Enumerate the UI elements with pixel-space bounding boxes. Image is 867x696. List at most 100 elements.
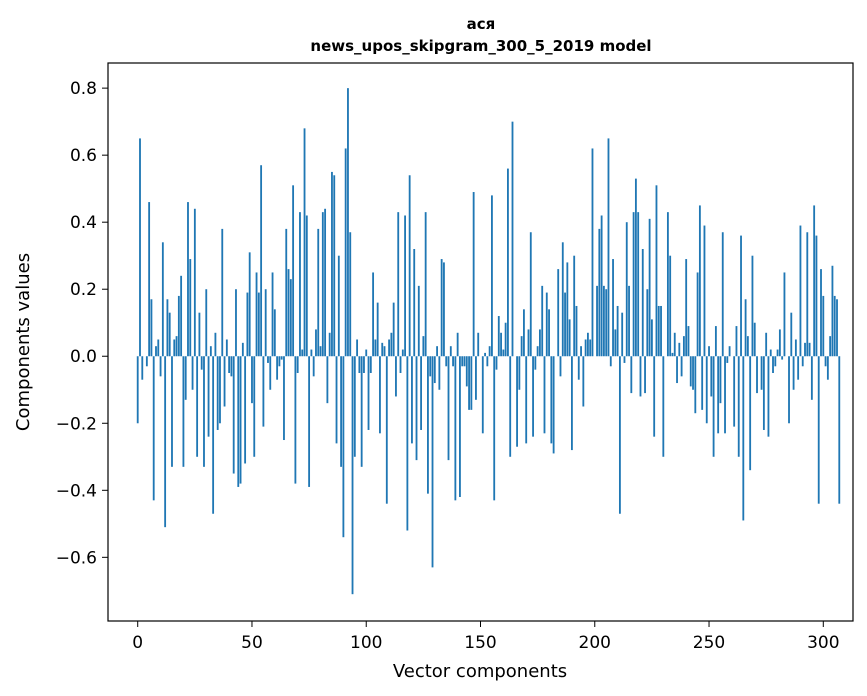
bar-271 xyxy=(756,356,758,394)
bar-107 xyxy=(381,342,384,357)
bar-30 xyxy=(205,289,208,357)
bar-72 xyxy=(301,349,304,357)
bar-251 xyxy=(710,356,713,397)
bar-105 xyxy=(376,302,379,357)
bar-275 xyxy=(765,332,768,357)
bar-240 xyxy=(685,259,688,357)
bar-244 xyxy=(694,356,697,414)
bar-56 xyxy=(264,289,267,357)
bar-21 xyxy=(184,356,187,400)
bar-153 xyxy=(486,356,489,367)
bar-51 xyxy=(253,356,256,457)
bar-32 xyxy=(209,346,212,357)
bar-152 xyxy=(484,352,486,357)
bar-25 xyxy=(193,208,196,357)
bar-248 xyxy=(703,225,706,357)
bar-49 xyxy=(248,252,251,357)
bar-133 xyxy=(440,259,443,357)
bar-217 xyxy=(632,212,635,357)
bar-297 xyxy=(815,235,818,357)
bar-69 xyxy=(294,356,297,484)
bar-74 xyxy=(305,215,308,357)
bar-191 xyxy=(573,255,576,357)
bar-201 xyxy=(596,285,598,357)
x-tick-label: 300 xyxy=(807,633,839,653)
x-tick-label: 100 xyxy=(350,633,382,653)
bar-96 xyxy=(356,339,359,357)
bar-171 xyxy=(527,329,530,357)
bar-108 xyxy=(383,346,386,357)
bar-197 xyxy=(586,332,589,357)
bar-180 xyxy=(548,309,550,357)
bar-137 xyxy=(449,346,452,357)
bar-139 xyxy=(454,356,457,501)
bar-112 xyxy=(392,302,395,357)
bar-50 xyxy=(251,356,253,404)
bar-204 xyxy=(602,285,605,357)
bar-184 xyxy=(557,269,560,357)
x-axis-label: Vector components xyxy=(393,661,567,682)
bar-208 xyxy=(612,259,614,357)
bar-166 xyxy=(516,356,518,447)
bar-123 xyxy=(417,285,420,357)
bar-120 xyxy=(411,356,413,444)
bar-92 xyxy=(347,88,349,357)
bar-185 xyxy=(559,356,562,377)
bar-307 xyxy=(838,356,841,504)
bar-220 xyxy=(639,356,642,397)
bar-255 xyxy=(719,356,722,404)
y-tick-label: 0.2 xyxy=(70,280,97,300)
bar-73 xyxy=(303,128,306,357)
bar-130 xyxy=(433,356,436,384)
bar-298 xyxy=(817,356,820,504)
bar-78 xyxy=(315,329,317,357)
bar-45 xyxy=(239,356,242,484)
bar-245 xyxy=(696,272,699,357)
bar-34 xyxy=(214,332,217,357)
bar-239 xyxy=(682,336,685,357)
bar-254 xyxy=(717,356,720,434)
bar-280 xyxy=(776,349,779,357)
bar-33 xyxy=(212,356,215,514)
bar-302 xyxy=(826,356,829,380)
bar-86 xyxy=(333,175,336,357)
bar-42 xyxy=(232,356,235,474)
bar-263 xyxy=(737,356,740,457)
bar-267 xyxy=(746,336,749,357)
bar-122 xyxy=(415,356,418,461)
bar-264 xyxy=(740,235,742,357)
bar-99 xyxy=(363,356,365,373)
bar-233 xyxy=(669,255,672,357)
bar-15 xyxy=(171,356,173,467)
bar-301 xyxy=(824,356,827,367)
bar-241 xyxy=(687,326,690,357)
bar-253 xyxy=(714,326,717,357)
bar-296 xyxy=(813,205,816,357)
bar-226 xyxy=(653,356,656,437)
bar-68 xyxy=(292,185,295,357)
bar-273 xyxy=(760,356,763,390)
bar-288 xyxy=(794,339,797,357)
bar-290 xyxy=(799,225,802,357)
bar-246 xyxy=(698,205,701,357)
bar-142 xyxy=(461,356,464,367)
bar-211 xyxy=(618,356,621,514)
bar-148 xyxy=(475,356,477,400)
bar-174 xyxy=(534,356,537,370)
bar-66 xyxy=(287,269,290,357)
bar-270 xyxy=(753,322,756,357)
bar-85 xyxy=(331,171,333,357)
bar-203 xyxy=(600,215,603,357)
bar-65 xyxy=(285,228,288,357)
bar-176 xyxy=(539,329,541,357)
bar-1 xyxy=(139,138,141,357)
bar-299 xyxy=(820,269,822,357)
bar-10 xyxy=(159,356,162,377)
bar-160 xyxy=(502,349,505,357)
bar-149 xyxy=(477,332,480,357)
y-axis-label: Components values xyxy=(13,253,34,431)
bar-12 xyxy=(164,356,167,528)
bar-236 xyxy=(676,356,678,384)
bar-250 xyxy=(708,346,710,357)
